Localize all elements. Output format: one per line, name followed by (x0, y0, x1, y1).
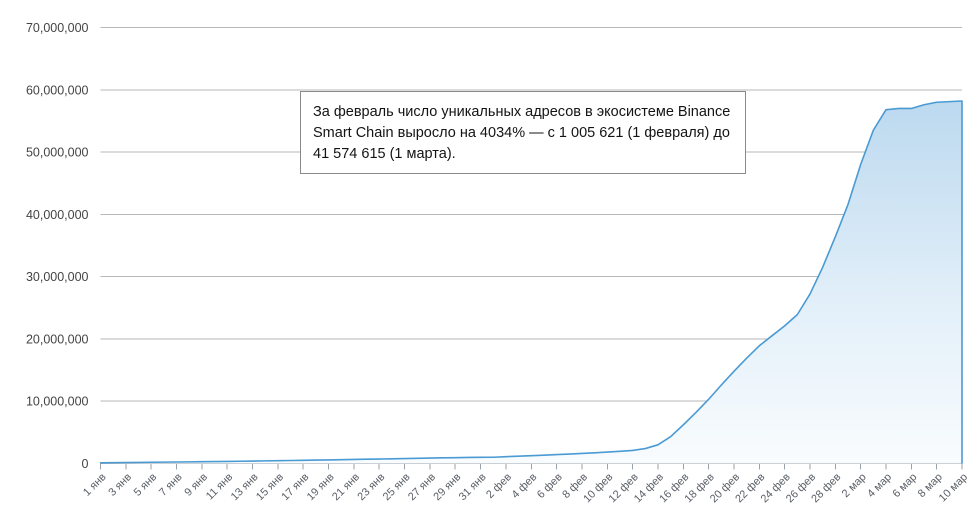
x-axis-ticks (100, 463, 963, 470)
y-axis-tick-label: 40,000,000 (26, 208, 89, 222)
x-axis-tick-label: 15 янв (254, 471, 286, 503)
annotation-text: За февраль число уникальных адресов в эк… (313, 104, 731, 162)
series-area-fill (100, 101, 962, 464)
x-axis-tick-label: 19 янв (305, 471, 337, 503)
y-axis-tick-label: 50,000,000 (26, 146, 89, 160)
x-axis-tick-label: 6 фев (535, 471, 565, 501)
x-axis-tick-label: 29 янв (431, 471, 463, 503)
x-axis-tick-label: 7 янв (157, 471, 185, 499)
x-axis-tick-label: 25 янв (381, 471, 413, 503)
x-axis-tick-label: 27 янв (406, 471, 438, 503)
x-axis-tick-label: 4 мар (865, 471, 894, 500)
x-axis-tick-label: 23 янв (355, 471, 387, 503)
y-axis-tick-label: 30,000,000 (26, 270, 89, 284)
x-axis-tick-label: 21 янв (330, 471, 362, 503)
x-axis-tick-label: 4 фев (510, 471, 540, 501)
x-axis-tick-label: 3 янв (106, 471, 134, 499)
y-axis-tick-label: 20,000,000 (26, 332, 89, 346)
y-axis-tick-label: 60,000,000 (26, 83, 89, 97)
y-axis-labels: 0 10,000,000 20,000,000 30,000,000 40,000,00… (26, 21, 89, 471)
x-axis-tick-label: 10 мар (937, 471, 970, 504)
x-axis-tick-label: 5 янв (132, 471, 160, 499)
x-axis-tick-label: 31 янв (457, 471, 489, 503)
x-axis-tick-label: 6 мар (890, 471, 919, 500)
x-axis-tick-label: 13 янв (229, 471, 261, 503)
series-line (99, 100, 963, 464)
x-axis-tick-label: 17 янв (279, 471, 311, 503)
y-axis-tick-label: 10,000,000 (26, 395, 89, 409)
annotation-callout: За февраль число уникальных адресов в эк… (300, 91, 746, 174)
data-series (99, 100, 963, 464)
x-axis-tick-label: 2 мар (840, 471, 869, 500)
x-axis-tick-label: 2 фев (484, 471, 514, 501)
y-axis-tick-label: 0 (82, 457, 89, 471)
x-axis-tick-label: 1 янв (81, 471, 109, 499)
y-axis-tick-label: 70,000,000 (26, 21, 89, 35)
